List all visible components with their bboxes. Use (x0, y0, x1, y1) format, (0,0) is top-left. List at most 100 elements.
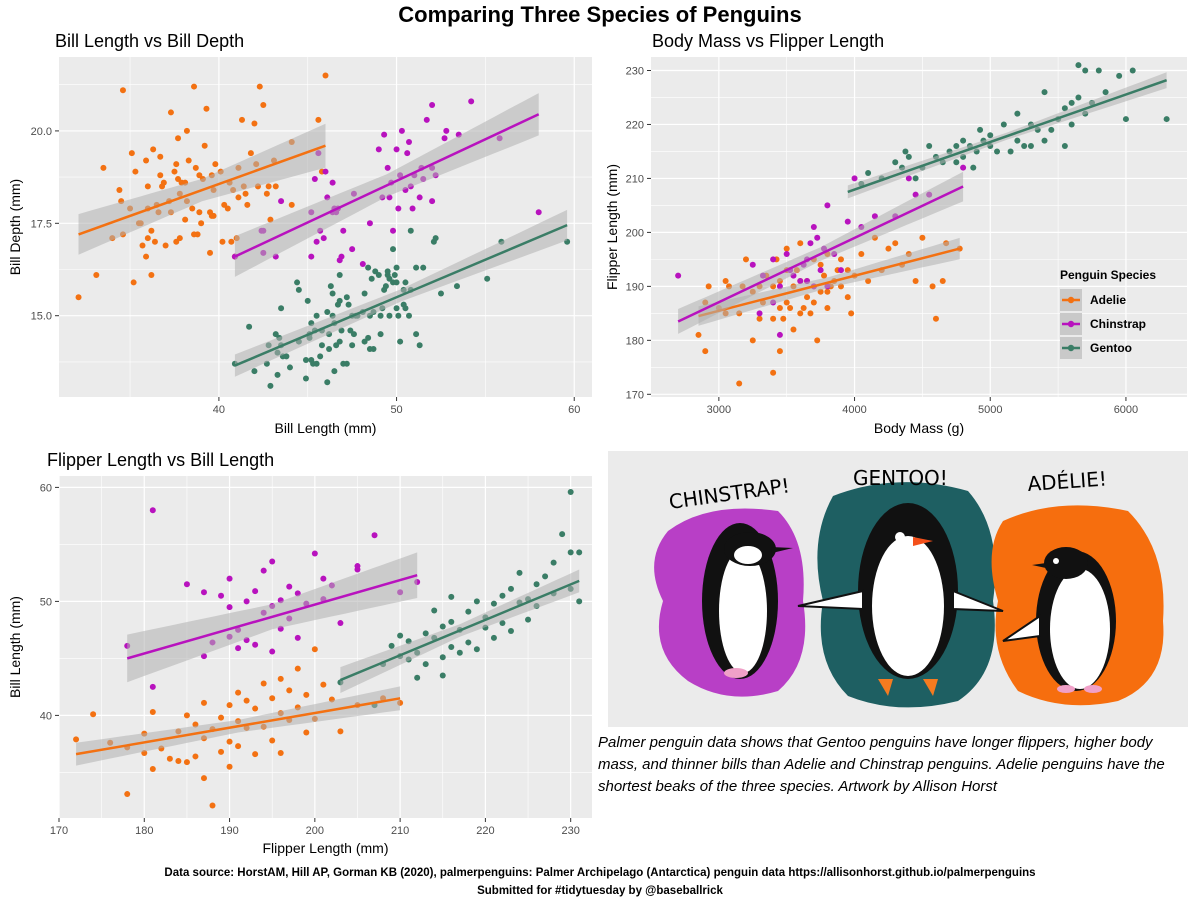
p3-point-gentoo (439, 654, 446, 661)
p3-y-tick-label: 60 (40, 482, 52, 494)
p2-point-gentoo (1048, 126, 1055, 133)
p3-point-chinstrap (243, 598, 250, 605)
p1-x-axis-title: Bill Length (mm) (275, 420, 377, 436)
p2-point-adelie (817, 261, 824, 268)
p3-point-gentoo (414, 674, 421, 681)
p3-x-tick-label: 190 (220, 825, 238, 837)
p1-point-gentoo (313, 360, 320, 367)
p2-point-adelie (848, 310, 855, 317)
p2-point-adelie (858, 250, 865, 257)
p2-point-gentoo (905, 153, 912, 160)
artwork-label-gentoo: GENTOO! (853, 466, 948, 490)
p2-x-tick-label: 5000 (978, 404, 1002, 416)
p2-legend-label-chinstrap: Chinstrap (1090, 317, 1146, 331)
p2-point-gentoo (865, 170, 872, 177)
p1-point-gentoo (274, 371, 281, 378)
p2-point-gentoo (1095, 67, 1102, 74)
p3-point-chinstrap (311, 550, 318, 557)
p1-trend-line-adelie (78, 144, 326, 236)
p2-trend-line-gentoo (847, 79, 1168, 194)
p1-point-gentoo (295, 286, 302, 293)
p3-x-tick-label: 230 (562, 825, 580, 837)
p1-point-adelie (167, 109, 174, 116)
p1-point-gentoo (437, 290, 444, 297)
p2-point-adelie (787, 304, 794, 311)
p1-point-adelie (173, 238, 180, 245)
p3-point-gentoo (431, 607, 438, 614)
p3-point-adelie (200, 699, 207, 706)
p2-point-gentoo (902, 148, 909, 155)
p1-point-gentoo (397, 338, 404, 345)
p3-point-adelie (90, 711, 97, 718)
p2-point-adelie (932, 315, 939, 322)
p2-point-gentoo (1007, 148, 1014, 155)
p2-point-gentoo (1041, 89, 1048, 96)
p3-point-chinstrap (149, 507, 156, 514)
p3-point-adelie (269, 695, 276, 702)
p2-trend-line-chinstrap (677, 185, 964, 323)
p2-point-chinstrap (675, 272, 682, 279)
p1-trend-line-gentoo (234, 224, 568, 367)
p2-y-tick-label: 200 (626, 227, 644, 239)
p2-point-gentoo (1122, 116, 1129, 123)
p1-point-adelie (171, 168, 178, 175)
p3-point-chinstrap (218, 592, 225, 599)
p1-point-gentoo (246, 323, 253, 330)
p3-point-chinstrap (260, 567, 267, 574)
p1-point-gentoo (326, 345, 333, 352)
p3-point-gentoo (473, 598, 480, 605)
p2-point-adelie (770, 369, 777, 376)
p1-point-gentoo (343, 360, 350, 367)
p3-x-axis-title: Flipper Length (mm) (262, 840, 388, 856)
p1-point-adelie (132, 168, 139, 175)
p1-point-adelie (183, 127, 190, 134)
p2-point-adelie (800, 304, 807, 311)
p1-point-adelie (203, 105, 210, 112)
p2-point-chinstrap (814, 234, 821, 241)
p1-point-adelie (265, 183, 272, 190)
p1-point-gentoo (432, 235, 439, 242)
p1-point-gentoo (407, 227, 414, 234)
p3-y-axis-title: Bill Length (mm) (7, 596, 23, 698)
p1-point-adelie (247, 150, 254, 157)
p3-point-adelie (124, 791, 131, 798)
p3-point-chinstrap (286, 583, 293, 590)
p1-point-chinstrap (329, 179, 336, 186)
p3-x-tick-label: 220 (476, 825, 494, 837)
p3-x-tick-label: 180 (135, 825, 153, 837)
p1-point-adelie (175, 175, 182, 182)
p1-point-adelie (130, 279, 137, 286)
p1-point-adelie (148, 272, 155, 279)
p2-point-chinstrap (905, 175, 912, 182)
p3-point-adelie (337, 728, 344, 735)
p1-point-adelie (260, 102, 267, 109)
p2-y-tick-label: 220 (626, 119, 644, 131)
p3-point-gentoo (456, 649, 463, 656)
p3-trend-line-gentoo (339, 579, 580, 682)
p1-point-gentoo (318, 342, 325, 349)
p2-x-tick-label: 3000 (707, 404, 731, 416)
p2-point-adelie (702, 348, 709, 355)
p1-point-adelie (256, 83, 263, 90)
p1-point-adelie (235, 194, 242, 201)
p3-point-chinstrap (149, 683, 156, 690)
p3-point-adelie (218, 748, 225, 755)
p1-point-gentoo (390, 246, 397, 253)
p3-point-gentoo (542, 573, 549, 580)
p3-point-adelie (269, 737, 276, 744)
p1-point-gentoo (324, 379, 331, 386)
p1-point-adelie (119, 87, 126, 94)
p1-point-adelie (194, 231, 201, 238)
p3-point-chinstrap (269, 558, 276, 565)
p2-point-gentoo (1102, 89, 1109, 96)
p1-point-adelie (143, 253, 150, 260)
p1-point-gentoo (302, 375, 309, 382)
p3-point-gentoo (576, 549, 583, 556)
p1-point-gentoo (331, 368, 338, 375)
p3-point-gentoo (507, 585, 514, 592)
p1-point-adelie (160, 179, 167, 186)
p3-point-gentoo (422, 661, 429, 668)
p1-point-gentoo (393, 264, 400, 271)
p2-point-adelie (814, 337, 821, 344)
p1-y-tick-label: 17.5 (31, 218, 52, 230)
